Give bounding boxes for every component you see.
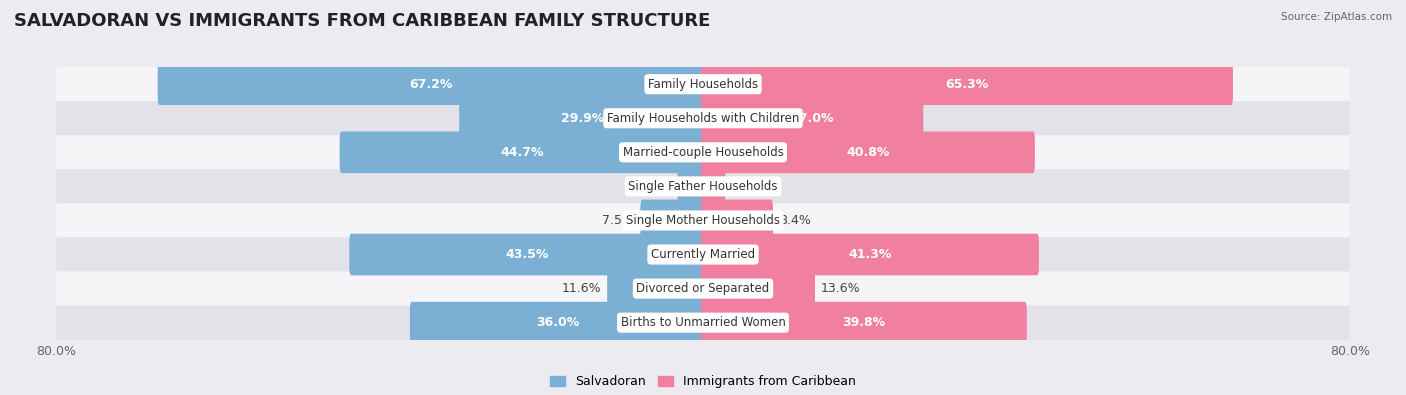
Text: 8.4%: 8.4% xyxy=(779,214,811,227)
FancyBboxPatch shape xyxy=(157,63,704,105)
Text: 2.5%: 2.5% xyxy=(731,180,763,193)
Text: Currently Married: Currently Married xyxy=(651,248,755,261)
FancyBboxPatch shape xyxy=(340,132,704,173)
Text: Divorced or Separated: Divorced or Separated xyxy=(637,282,769,295)
FancyBboxPatch shape xyxy=(640,199,704,241)
Text: 39.8%: 39.8% xyxy=(842,316,886,329)
Legend: Salvadoran, Immigrants from Caribbean: Salvadoran, Immigrants from Caribbean xyxy=(546,371,860,393)
FancyBboxPatch shape xyxy=(411,302,704,344)
Text: Family Households with Children: Family Households with Children xyxy=(607,112,799,125)
Text: Births to Unmarried Women: Births to Unmarried Women xyxy=(620,316,786,329)
FancyBboxPatch shape xyxy=(56,237,1350,272)
Text: Single Mother Households: Single Mother Households xyxy=(626,214,780,227)
Text: 44.7%: 44.7% xyxy=(501,146,544,159)
Text: 11.6%: 11.6% xyxy=(561,282,602,295)
Text: 41.3%: 41.3% xyxy=(848,248,891,261)
FancyBboxPatch shape xyxy=(349,234,704,275)
Text: 36.0%: 36.0% xyxy=(536,316,579,329)
Text: 29.9%: 29.9% xyxy=(561,112,603,125)
FancyBboxPatch shape xyxy=(56,169,1350,203)
Text: SALVADORAN VS IMMIGRANTS FROM CARIBBEAN FAMILY STRUCTURE: SALVADORAN VS IMMIGRANTS FROM CARIBBEAN … xyxy=(14,12,710,30)
Text: 65.3%: 65.3% xyxy=(945,78,988,91)
Text: 67.2%: 67.2% xyxy=(409,78,453,91)
Text: 2.9%: 2.9% xyxy=(640,180,672,193)
Text: 40.8%: 40.8% xyxy=(846,146,890,159)
FancyBboxPatch shape xyxy=(702,98,924,139)
FancyBboxPatch shape xyxy=(607,268,704,309)
FancyBboxPatch shape xyxy=(702,132,1035,173)
FancyBboxPatch shape xyxy=(460,98,704,139)
FancyBboxPatch shape xyxy=(56,135,1350,169)
FancyBboxPatch shape xyxy=(56,306,1350,340)
FancyBboxPatch shape xyxy=(702,63,1233,105)
FancyBboxPatch shape xyxy=(56,272,1350,306)
Text: 43.5%: 43.5% xyxy=(506,248,548,261)
FancyBboxPatch shape xyxy=(56,101,1350,135)
Text: 13.6%: 13.6% xyxy=(821,282,860,295)
FancyBboxPatch shape xyxy=(702,234,1039,275)
Text: Married-couple Households: Married-couple Households xyxy=(623,146,783,159)
FancyBboxPatch shape xyxy=(702,199,773,241)
FancyBboxPatch shape xyxy=(702,302,1026,344)
Text: Family Households: Family Households xyxy=(648,78,758,91)
Text: Single Father Households: Single Father Households xyxy=(628,180,778,193)
Text: 27.0%: 27.0% xyxy=(790,112,834,125)
FancyBboxPatch shape xyxy=(678,166,704,207)
FancyBboxPatch shape xyxy=(702,166,725,207)
Text: 7.5%: 7.5% xyxy=(602,214,634,227)
FancyBboxPatch shape xyxy=(56,67,1350,101)
FancyBboxPatch shape xyxy=(702,268,815,309)
Text: Source: ZipAtlas.com: Source: ZipAtlas.com xyxy=(1281,12,1392,22)
FancyBboxPatch shape xyxy=(56,203,1350,237)
